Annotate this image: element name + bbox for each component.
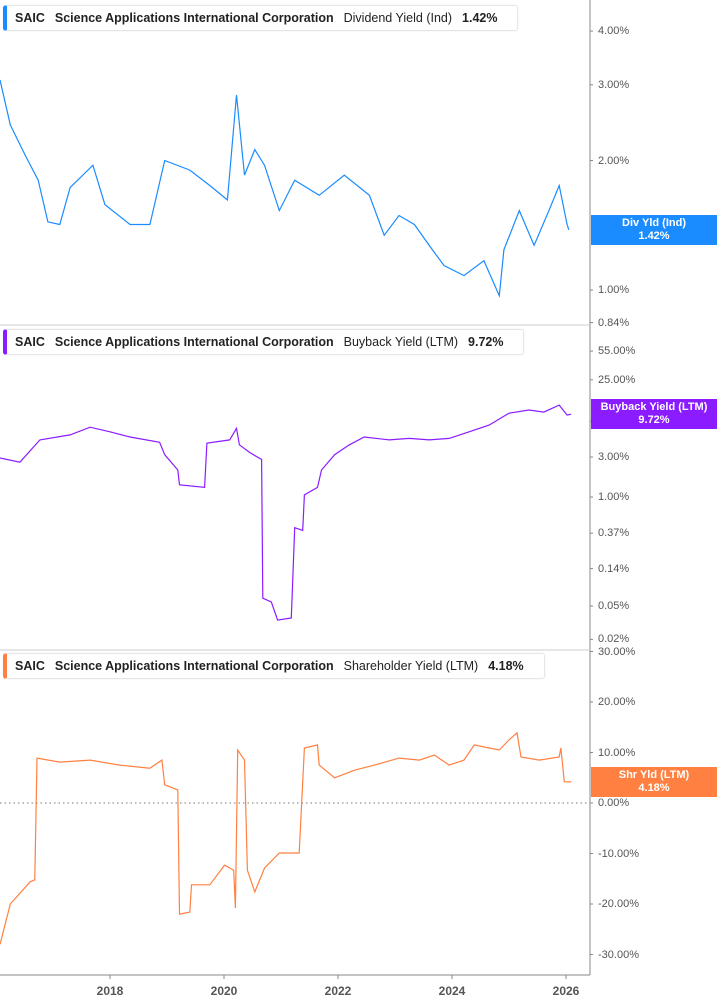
panel-title-dividend: SAIC Science Applications International C… [3,5,519,31]
company-name: Science Applications International Corpo… [54,11,334,25]
y-tick-label: 10.00% [598,746,636,759]
dividend-series-line [0,79,570,299]
metric-name: Dividend Yield (Ind) [343,11,453,25]
ticker: SAIC [15,11,45,25]
shareholder-series-line [0,731,572,945]
y-tick-label: 1.00% [598,284,630,296]
badge-label: Shr Yld (LTM) [618,768,690,781]
badge-value: 9.72% [638,414,670,427]
y-tick-label: 3.00% [598,451,630,463]
badge-label: Div Yld (Ind) [622,216,686,229]
x-tick-label: 2018 [96,984,124,998]
shareholder-value-badge: Shr Yld (LTM) 4.18% [591,766,717,797]
x-tick-label: 2024 [438,984,466,998]
badge-label: Buyback Yield (LTM) [600,401,708,414]
metric-value: 4.18% [488,659,524,673]
y-tick-label: 20.00% [598,696,636,708]
panel-title-shareholder: SAIC Science Applications International C… [3,653,545,679]
y-tick-label: 3.00% [598,78,630,91]
y-tick-label: 0.84% [598,316,630,329]
y-tick-label: 0.14% [598,562,630,575]
ticker: SAIC [15,335,45,349]
dividend-value-badge: Div Yld (Ind) 1.42% [591,214,717,245]
metric-name: Buyback Yield (LTM) [343,335,459,349]
y-tick-label: 25.00% [598,373,636,386]
x-tick-label: 2026 [552,984,580,998]
badge-value: 1.42% [638,229,670,242]
y-tick-label: -20.00% [598,898,639,910]
panel-title-buyback: SAIC Science Applications International C… [3,329,525,355]
x-tick-label: 2020 [210,984,238,998]
y-tick-label: 0.02% [598,633,630,646]
ticker: SAIC [15,659,45,673]
y-tick-label: 2.00% [598,154,630,167]
y-tick-label: 55.00% [598,345,636,358]
badge-value: 4.18% [638,781,670,794]
y-tick-label: 1.00% [598,491,630,503]
company-name: Science Applications International Corpo… [54,335,334,349]
metric-value: 9.72% [468,335,504,349]
y-tick-label: 30.00% [598,645,636,658]
y-tick-label: -30.00% [598,948,639,961]
y-tick-label: 0.00% [598,797,630,809]
y-tick-label: 0.05% [598,600,630,613]
metric-name: Shareholder Yield (LTM) [343,659,479,673]
buyback-value-badge: Buyback Yield (LTM) 9.72% [591,399,717,430]
y-tick-label: 0.37% [598,527,630,540]
buyback-series-line [0,404,572,621]
x-tick-label: 2022 [324,984,352,998]
y-tick-label: -10.00% [598,847,639,860]
company-name: Science Applications International Corpo… [54,659,334,673]
y-tick-label: 4.00% [598,25,630,38]
metric-value: 1.42% [462,11,498,25]
